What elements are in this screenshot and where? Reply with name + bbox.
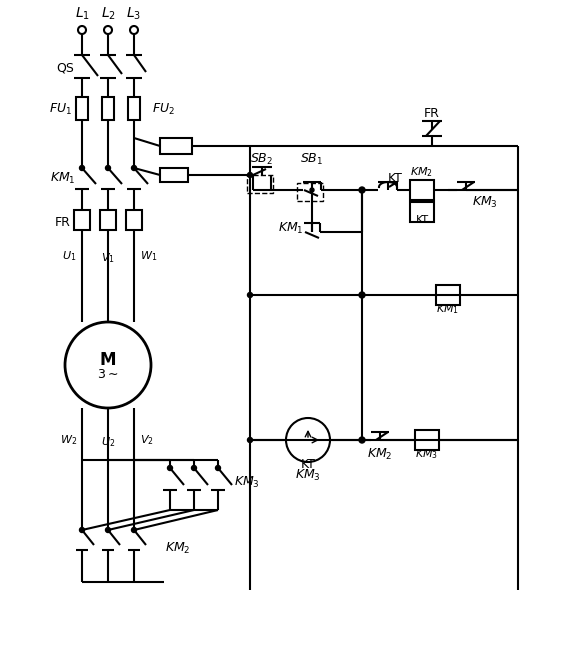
Circle shape [215,465,221,471]
Text: $KM_2$: $KM_2$ [367,446,393,461]
Circle shape [65,322,151,408]
Bar [128,97,140,120]
Circle shape [79,165,84,171]
Bar [100,210,116,230]
Text: $KM_3$: $KM_3$ [234,475,260,489]
Circle shape [132,527,136,533]
Circle shape [104,26,112,34]
Circle shape [132,165,136,171]
Text: M: M [100,351,116,369]
Circle shape [168,465,173,471]
Circle shape [359,187,365,193]
Text: $SB_2$: $SB_2$ [250,151,274,167]
Text: $U_2$: $U_2$ [101,435,115,449]
Text: $KM_3$: $KM_3$ [472,195,498,210]
Text: $FU_2$: $FU_2$ [152,102,175,117]
Text: FR: FR [55,216,71,228]
Text: $3\sim$: $3\sim$ [97,367,119,380]
Text: $KM_1$: $KM_1$ [437,302,459,316]
Text: $KM_2$: $KM_2$ [410,165,434,179]
Circle shape [130,26,138,34]
Text: $L_3$: $L_3$ [127,6,141,22]
Text: $FU_1$: $FU_1$ [50,102,72,117]
Text: KT: KT [416,215,429,225]
Text: $V_1$: $V_1$ [101,251,115,265]
Text: $W_1$: $W_1$ [140,249,157,263]
Bar [102,97,114,120]
Circle shape [286,418,330,462]
Circle shape [192,465,197,471]
Text: $L_1$: $L_1$ [75,6,89,22]
Circle shape [247,293,253,297]
Bar [160,138,192,154]
Bar [74,210,90,230]
Text: $W_2$: $W_2$ [60,433,77,447]
Bar [410,180,434,200]
Circle shape [359,292,365,298]
Text: $KM_1$: $KM_1$ [278,220,304,236]
Text: KT: KT [388,171,403,185]
Text: $V_2$: $V_2$ [140,433,154,447]
Text: $U_1$: $U_1$ [62,249,76,263]
Text: $SB_1$: $SB_1$ [300,151,324,167]
Text: $KM_3$: $KM_3$ [295,467,321,483]
Bar [297,183,323,201]
Circle shape [105,165,111,171]
Circle shape [79,527,84,533]
Circle shape [359,437,365,443]
Text: $KM_3$: $KM_3$ [416,447,438,461]
Text: $L_2$: $L_2$ [100,6,116,22]
Text: $KM_2$: $KM_2$ [165,540,190,556]
Bar [76,97,88,120]
Bar [410,202,434,222]
Bar [436,285,460,305]
Bar [415,430,439,450]
Text: KT: KT [300,457,315,471]
Text: QS: QS [56,62,74,74]
Circle shape [310,188,314,192]
Circle shape [105,527,111,533]
Bar [126,210,142,230]
Bar [247,175,273,193]
Circle shape [78,26,86,34]
Circle shape [247,438,253,442]
Circle shape [247,173,253,177]
Text: $KM_1$: $KM_1$ [50,171,76,185]
Bar [160,168,188,182]
Text: FR: FR [424,106,440,120]
